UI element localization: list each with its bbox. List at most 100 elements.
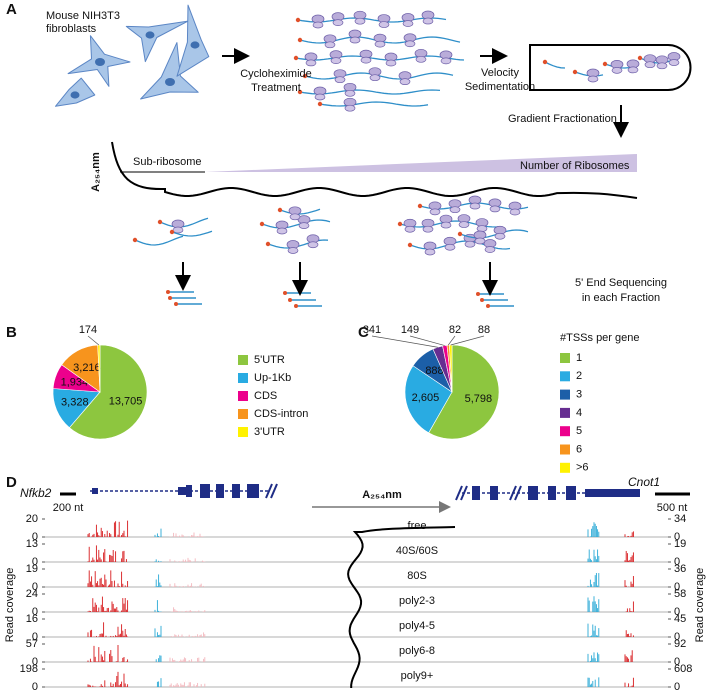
ribosome-small: [312, 21, 324, 29]
y-tick-label: 45: [674, 613, 686, 625]
cap: [297, 89, 303, 95]
mrna: [261, 219, 331, 229]
slice-label: 149: [401, 324, 419, 336]
cap: [480, 298, 484, 302]
slice-label: 341: [363, 324, 381, 336]
mrna: [134, 235, 184, 246]
y-tick-label: 608: [674, 663, 692, 675]
legend-swatch: [560, 444, 570, 455]
ribosome-small: [644, 61, 656, 69]
legend-swatch: [238, 391, 248, 401]
pie-slice: [404, 365, 453, 434]
ribosome-small: [344, 104, 356, 112]
ribosome-small: [354, 17, 366, 25]
ribosome-small: [314, 93, 326, 101]
legend-swatch: [560, 426, 570, 437]
illustration: [55, 4, 681, 308]
legend-label: 4: [576, 407, 582, 419]
ribosome-small: [440, 221, 452, 229]
y-tick-label: 0: [674, 656, 680, 668]
panel-label: C: [358, 324, 369, 341]
cell: [176, 4, 210, 77]
exon: [585, 489, 640, 497]
y-tick-label: 0: [32, 681, 38, 692]
legend-label: CDS-intron: [254, 408, 308, 420]
mrna: [295, 55, 465, 61]
cap: [293, 55, 299, 61]
fraction-label: 80S: [407, 570, 427, 582]
leader-line: [87, 335, 100, 346]
cap: [166, 290, 170, 294]
ribosome-small: [305, 59, 317, 67]
cap: [417, 203, 423, 209]
cap: [294, 304, 298, 308]
ribosome-small: [385, 59, 397, 67]
ribosome-small: [422, 17, 434, 25]
fraction-label: poly6-8: [399, 645, 435, 657]
ribosome-small: [668, 59, 680, 66]
mrna: [544, 61, 566, 69]
exon: [472, 486, 480, 500]
absorbance-trace: [347, 526, 456, 688]
y-tick-label: 19: [674, 538, 686, 550]
ribosome-small: [344, 89, 356, 97]
mrna: [159, 217, 209, 228]
slice-label: 5,798: [465, 393, 493, 405]
ribosome-small: [458, 221, 470, 228]
fraction-label: 40S/60S: [396, 545, 438, 557]
coverage-tracks: free20034040S/60S13019080S190360poly2-32…: [20, 483, 692, 692]
cap: [602, 61, 608, 67]
ribosome-small: [330, 57, 342, 64]
cap: [457, 231, 463, 237]
ribosome-small: [404, 40, 416, 48]
nucleus: [145, 31, 155, 39]
ribosome-small: [627, 66, 639, 74]
cap: [297, 37, 303, 43]
sedimentation-label: Velocity Sedimentation: [465, 67, 535, 93]
panel-label: A: [6, 1, 17, 18]
ribosome-small: [476, 225, 488, 232]
legend-label: 5'UTR: [254, 354, 285, 366]
legend-label: 1: [576, 352, 582, 364]
mrna: [171, 230, 213, 237]
cap: [637, 55, 643, 61]
slice-label: 888: [425, 365, 443, 377]
cap: [168, 296, 172, 300]
y-tick-label: 16: [26, 613, 38, 625]
trace-label: A₂₅₄nm: [362, 489, 402, 501]
cap: [132, 237, 138, 243]
nucleus: [70, 91, 80, 99]
pie-charts: 13,705 3,328 1,934 3,216 174 5'UTR Up-1Kb CDS CD…: [52, 324, 589, 474]
ribosome-small: [324, 41, 336, 49]
leader-line: [409, 335, 445, 346]
ribosome-small: [440, 57, 452, 65]
exon: [232, 484, 240, 498]
ribosome-small: [469, 202, 481, 210]
legend-title: #TSSs per gene: [560, 332, 640, 344]
scale-label: 200 nt: [53, 502, 84, 514]
ribosome-small: [656, 62, 668, 70]
exon: [92, 488, 98, 494]
y-tick-label: 0: [674, 681, 680, 692]
ribosome-small: [509, 208, 521, 216]
leader-line: [447, 335, 456, 346]
legend-swatch: [238, 427, 248, 437]
y-tick-label: 20: [26, 513, 38, 525]
y-tick-label: 36: [674, 563, 686, 575]
ribosome-small: [474, 237, 486, 245]
y-tick-label: 34: [674, 513, 686, 525]
ribosome-small: [378, 21, 390, 28]
y-tick-label: 92: [674, 638, 686, 650]
cap: [295, 17, 301, 23]
cap: [157, 219, 163, 225]
fraction-label: poly9+: [401, 670, 434, 682]
ribosome-small: [402, 20, 414, 27]
sub-ribosome-label: Sub-ribosome: [133, 156, 201, 168]
ribosome-small: [415, 55, 427, 63]
absorbance-label: A₂₅₄nm: [90, 152, 102, 192]
nucleus: [95, 58, 105, 66]
ribosome-small: [334, 76, 346, 84]
y-tick-label: 57: [26, 638, 38, 650]
ribosome-small: [289, 213, 301, 221]
ribosome-small: [287, 247, 299, 254]
